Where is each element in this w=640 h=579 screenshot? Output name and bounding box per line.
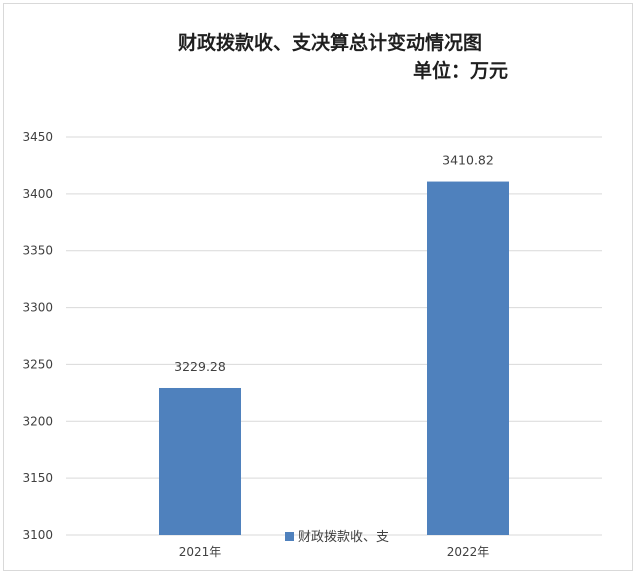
bar [427,181,509,535]
y-tick-label: 3300 [22,301,53,315]
chart-title: 财政拨款收、支决算总计变动情况图 [178,31,482,54]
x-axis: 2021年 2022年 [179,545,490,559]
y-tick-label: 3350 [22,244,53,258]
bars [159,181,509,535]
x-tick-label: 2021年 [179,545,222,559]
legend-label: 财政拨款收、支 [298,530,389,545]
chart-subtitle: 单位：万元 [413,59,508,82]
legend-swatch [285,532,294,541]
y-tick-label: 3200 [22,414,53,428]
y-tick-label: 3400 [22,187,53,201]
y-tick-label: 3150 [22,471,53,485]
legend: 财政拨款收、支 [285,530,389,545]
data-labels: 3229.28 3410.82 [174,153,494,374]
y-tick-label: 3100 [22,528,53,542]
data-label: 3229.28 [174,359,226,374]
x-tick-label: 2022年 [447,545,490,559]
chart-frame [3,3,633,571]
bar [159,387,241,535]
y-tick-label: 3250 [22,357,53,371]
data-label: 3410.82 [442,153,494,168]
y-axis: 3100 3150 3200 3250 3300 3350 3400 3450 [22,130,53,542]
gridlines [66,136,602,536]
y-tick-label: 3450 [22,130,53,144]
